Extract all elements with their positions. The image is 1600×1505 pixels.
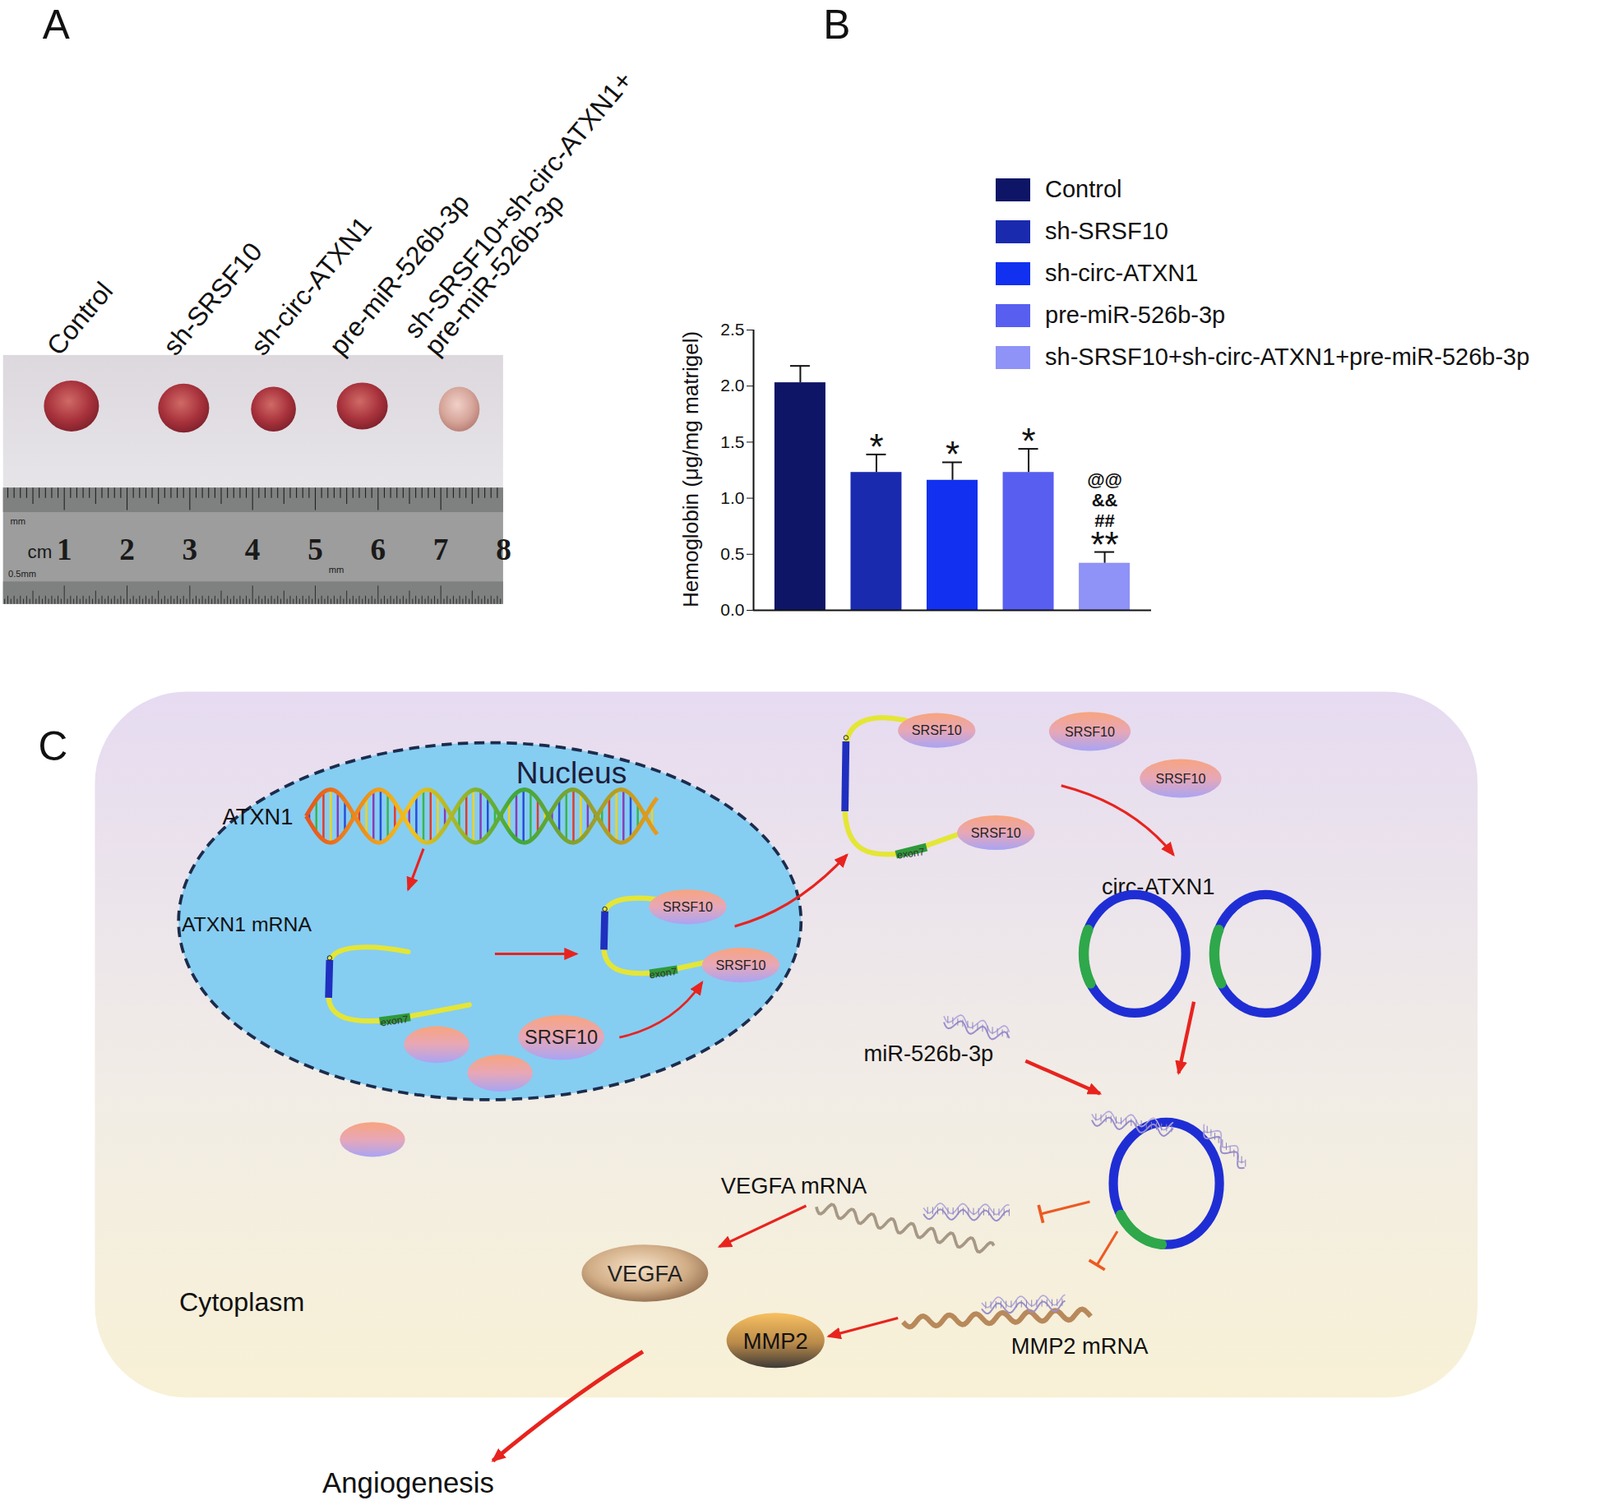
svg-text:A: A: [42, 1, 70, 48]
svg-text:Angiogenesis: Angiogenesis: [322, 1467, 495, 1499]
svg-text:sh-SRSF10+sh-circ-ATXN1+pre-mi: sh-SRSF10+sh-circ-ATXN1+pre-miR-526b-3p: [397, 65, 659, 361]
svg-text:1: 1: [56, 532, 73, 567]
svg-text:C: C: [38, 723, 69, 770]
html-text:Control: Control: [1045, 175, 1122, 203]
svg-text:7: 7: [433, 532, 449, 567]
svg-text:8: 8: [495, 532, 512, 567]
svg-text:SRSF10: SRSF10: [911, 722, 962, 738]
svg-text:VEGFA: VEGFA: [607, 1261, 684, 1287]
svg-text:circ-ATXN1: circ-ATXN1: [1101, 874, 1215, 900]
svg-text:0.5: 0.5: [720, 544, 745, 564]
html-text:sh-SRSF10+sh-circ-ATXN1+pre-mi: sh-SRSF10+sh-circ-ATXN1+pre-miR-526b-3p: [1045, 343, 1530, 370]
svg-text:exon7: exon7: [379, 1013, 410, 1030]
svg-text:*: *: [869, 426, 884, 468]
svg-text:Nucleus: Nucleus: [516, 755, 627, 791]
svg-text:exon7: exon7: [896, 846, 926, 862]
svg-text:@@: @@: [1086, 469, 1123, 491]
html-text:sh-circ-ATXN1: sh-circ-ATXN1: [1045, 259, 1199, 287]
svg-text:##: ##: [1094, 510, 1115, 532]
svg-text:B: B: [823, 1, 851, 48]
svg-text:sh-circ-ATXN1: sh-circ-ATXN1: [245, 211, 378, 361]
svg-text:&&: &&: [1091, 490, 1119, 511]
svg-text:2.0: 2.0: [720, 375, 745, 395]
svg-text:*: *: [1021, 420, 1036, 462]
svg-text:SRSF10: SRSF10: [524, 1026, 598, 1049]
svg-text:2: 2: [119, 532, 135, 567]
svg-text:ATXN1: ATXN1: [222, 804, 294, 830]
svg-text:4: 4: [245, 532, 261, 567]
svg-text:SRSF10: SRSF10: [1155, 771, 1206, 787]
svg-text:mm: mm: [328, 564, 345, 575]
svg-text:VEGFA mRNA: VEGFA mRNA: [721, 1173, 868, 1199]
html-text:sh-SRSF10: sh-SRSF10: [1045, 217, 1169, 245]
svg-text:0.5mm: 0.5mm: [8, 568, 37, 579]
svg-text:*: *: [945, 434, 960, 475]
svg-text:miR-526b-3p: miR-526b-3p: [864, 1040, 995, 1067]
svg-text:0.0: 0.0: [720, 600, 745, 620]
svg-text:SRSF10: SRSF10: [662, 899, 713, 915]
svg-text:Cytoplasm: Cytoplasm: [179, 1287, 305, 1318]
svg-text:2.5: 2.5: [720, 319, 745, 339]
svg-text:exon7: exon7: [648, 966, 679, 982]
html-text:pre-miR-526b-3p: pre-miR-526b-3p: [1045, 301, 1226, 329]
svg-text:1.5: 1.5: [720, 432, 745, 452]
svg-text:1.0: 1.0: [720, 488, 745, 508]
svg-text:SRSF10: SRSF10: [971, 825, 1022, 841]
svg-text:ATXN1 mRNA: ATXN1 mRNA: [181, 913, 313, 936]
svg-text:Hemoglobin (μg/mg matrigel): Hemoglobin (μg/mg matrigel): [678, 331, 703, 608]
svg-text:mm: mm: [9, 516, 26, 527]
svg-text:SRSF10: SRSF10: [1064, 724, 1115, 740]
svg-text:MMP2 mRNA: MMP2 mRNA: [1011, 1333, 1150, 1360]
svg-text:Control: Control: [41, 276, 119, 361]
svg-text:3: 3: [182, 532, 199, 567]
svg-text:6: 6: [370, 532, 387, 567]
svg-text:sh-SRSF10: sh-SRSF10: [157, 236, 269, 361]
svg-text:5: 5: [307, 532, 324, 567]
svg-text:SRSF10: SRSF10: [716, 957, 767, 973]
svg-text:cm: cm: [27, 541, 53, 563]
svg-text:MMP2: MMP2: [743, 1328, 809, 1355]
